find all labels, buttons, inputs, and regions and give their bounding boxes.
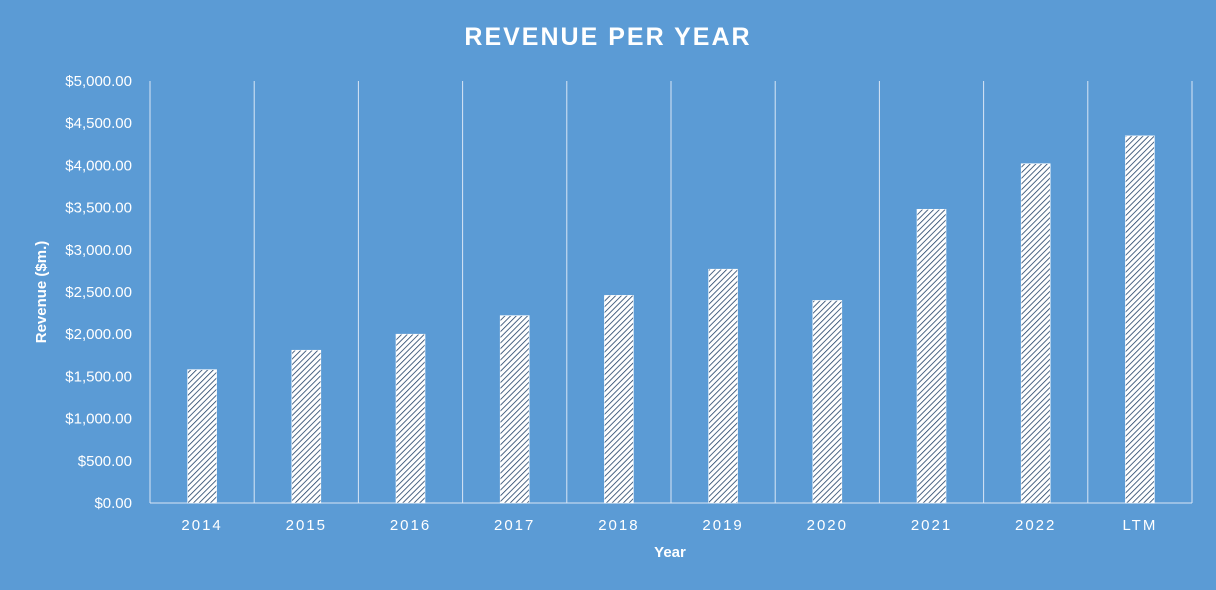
x-tick-label: 2021 [911, 517, 952, 534]
x-tick-label: 2022 [1015, 517, 1056, 534]
bar-LTM [1125, 135, 1155, 504]
bar-2022 [1020, 163, 1051, 504]
bar-2019 [708, 268, 738, 504]
y-tick-label: $4,500.00 [65, 115, 132, 132]
x-tick-label: LTM [1122, 517, 1157, 534]
bar-2018 [604, 295, 634, 504]
y-tick-label: $3,000.00 [65, 242, 132, 259]
x-tick-label: 2014 [181, 517, 222, 534]
y-axis-ticks: $0.00 $500.00 $1,000.00 $1,500.00 $2,000.00 $… [65, 73, 132, 512]
chart-title: REVENUE PER YEAR [464, 23, 751, 51]
y-tick-label: $3,500.00 [65, 200, 132, 217]
x-tick-label: 2017 [494, 517, 535, 534]
y-tick-label: $1,500.00 [65, 368, 132, 385]
bars [187, 135, 1155, 504]
bar-2016 [395, 333, 426, 504]
y-tick-label: $2,500.00 [65, 284, 132, 301]
bar-2014 [187, 369, 217, 504]
x-tick-label: 2015 [286, 517, 327, 534]
x-axis-ticks: 2014 2015 2016 2017 2018 2019 2020 2021 2022 LTM [181, 517, 1157, 534]
y-tick-label: $5,000.00 [65, 73, 132, 90]
x-tick-label: 2018 [598, 517, 639, 534]
x-tick-label: 2020 [807, 517, 848, 534]
y-tick-label: $4,000.00 [65, 157, 132, 174]
y-axis-title: Revenue ($m.) [33, 241, 50, 344]
bar-2015 [291, 349, 322, 504]
x-tick-label: 2016 [390, 517, 431, 534]
x-axis-title: Year [654, 544, 686, 561]
y-tick-label: $500.00 [78, 453, 132, 470]
y-tick-label: $2,000.00 [65, 326, 132, 343]
gridlines [149, 81, 1193, 504]
bar-2021 [916, 208, 947, 504]
x-tick-label: 2019 [702, 517, 743, 534]
y-tick-label: $0.00 [94, 495, 132, 512]
bar-2020 [812, 300, 843, 504]
bar-2017 [499, 315, 530, 504]
y-tick-label: $1,000.00 [65, 411, 132, 428]
